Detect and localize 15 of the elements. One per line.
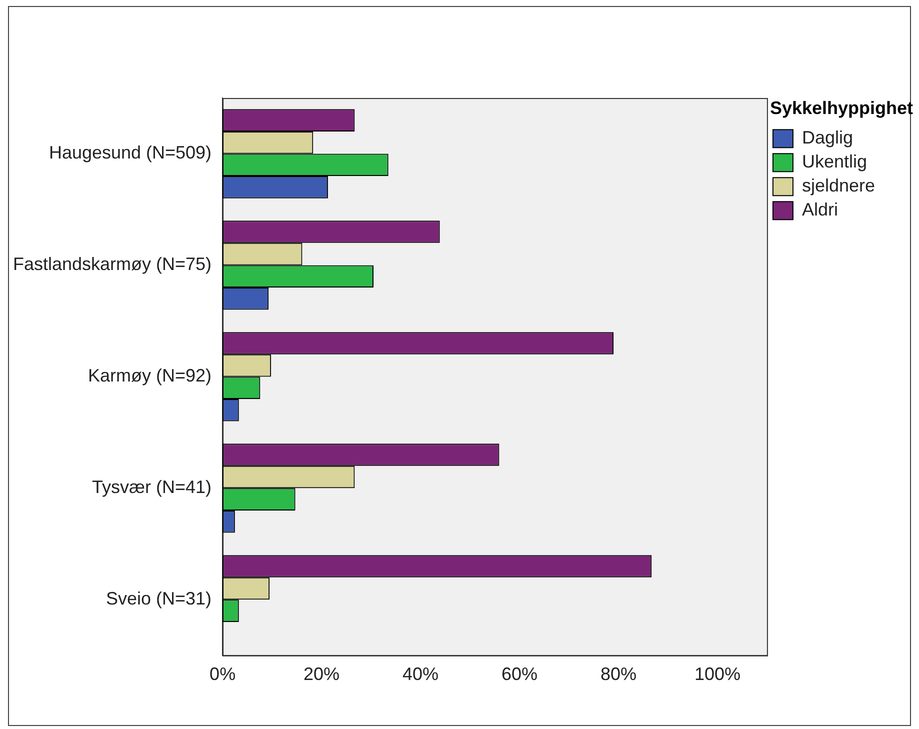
y-tick-label: Tysvær (N=41) [92,477,212,498]
legend-label: Daglig [802,128,853,148]
legend-label: Ukentlig [802,152,867,172]
y-tick-label: Karmøy (N=92) [88,366,212,386]
x-tick-label: 60% [501,664,538,684]
x-tick-label: 80% [600,664,636,684]
x-tick-label: 20% [304,664,340,684]
x-tick-label: 40% [402,664,439,684]
legend-label: Aldri [802,200,838,220]
legend-label: sjeldnere [802,176,875,196]
y-tick-label: Sveio (N=31) [106,588,212,609]
x-tick-label: 0% [210,664,236,684]
x-tick-label: 100% [694,664,740,684]
y-tick-label: Haugesund (N=509) [48,142,212,163]
y-tick-label: Fastlandskarmøy (N=75) [12,254,212,274]
